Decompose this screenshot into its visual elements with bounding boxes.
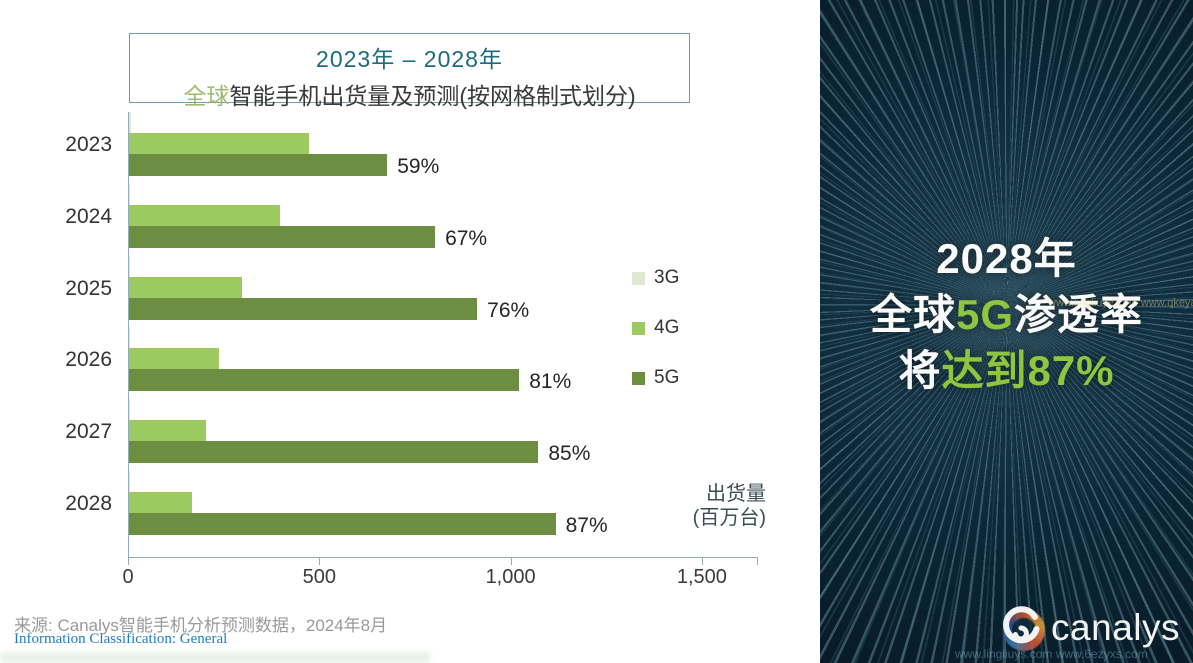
bar-label-2024: 67% [445, 226, 488, 250]
chart-title-main: 全球智能手机出货量及预测(按网格制式划分) [130, 77, 689, 111]
year-label-2025: 2025 [65, 276, 112, 300]
axis-unit-line1: 出货量 [706, 483, 766, 505]
bar-3g-2026 [129, 327, 130, 349]
bar-3g-2025 [129, 255, 130, 277]
watermark-smudge [0, 652, 430, 663]
bar-4g-2023 [129, 133, 309, 154]
bar-3g-2023 [129, 112, 131, 133]
headline-line2: 全球5G渗透率 [869, 291, 1144, 338]
x-tick-500 [319, 558, 321, 565]
bar-5g-2023 [129, 154, 388, 176]
canalys-brand: canalys [999, 606, 1180, 650]
legend-item-3g: 3G [632, 267, 680, 288]
chart-title-highlight: 全球 [183, 83, 230, 109]
legend-label-4g: 4G [654, 317, 680, 338]
bar-3g-2028 [129, 471, 130, 492]
axis-unit-label: 出货量 (百万台) [620, 482, 766, 530]
year-label-2024: 2024 [65, 204, 112, 228]
legend-label-3g: 3G [654, 267, 680, 288]
bar-4g-2025 [129, 276, 242, 298]
canalys-logo-icon [1003, 606, 1040, 644]
watermark-text-mid: www.lingliuye.com www.qkeya.com [1048, 297, 1193, 309]
chart-legend: 3G 4G 5G [632, 267, 680, 418]
legend-item-4g: 4G [632, 317, 680, 338]
year-label-2026: 2026 [65, 348, 112, 372]
bar-label-2025: 76% [487, 298, 530, 322]
legend-swatch-4g [632, 321, 645, 335]
x-tick-1500 [701, 558, 703, 565]
axis-unit-line2: (百万台) [692, 507, 766, 529]
headline-panel: 2028年 全球5G渗透率 将达到87% www.lingliuye.com w… [820, 0, 1193, 663]
chart-area: 2023年 – 2028年 全球智能手机出货量及预测(按网格制式划分) 2023… [0, 33, 766, 663]
bar-label-2026: 81% [529, 370, 572, 394]
classification-text: Information Classification: General [14, 631, 228, 647]
bar-label-2023: 59% [397, 155, 440, 178]
legend-label-5g: 5G [654, 367, 680, 388]
legend-swatch-5g [632, 371, 645, 385]
source-text: 来源: Canalys智能手机分析预测数据，2024年8月 [14, 616, 388, 635]
bar-5g-2025 [129, 297, 478, 320]
bar-4g-2026 [129, 348, 219, 370]
x-tick-1000 [510, 558, 512, 565]
x-tick-label-0: 0 [122, 566, 134, 588]
bar-4g-2027 [129, 420, 206, 442]
x-tick-label-500: 500 [302, 566, 336, 588]
y-axis-line [128, 112, 129, 557]
bar-5g-2026 [129, 369, 520, 392]
legend-swatch-3g [632, 271, 645, 285]
year-label-2023: 2023 [65, 133, 112, 156]
bar-3g-2024 [129, 183, 131, 205]
plot-area: 2023 59% 2024 67% 2025 76% 2026 81% 2027 85% 2028 8… [65, 112, 758, 588]
headline-5g-highlight: 5G [955, 291, 1015, 338]
year-label-2027: 2027 [65, 420, 112, 444]
headline-text: 2028年 全球5G渗透率 将达到87% [820, 231, 1193, 399]
bar-5g-2027 [129, 441, 539, 464]
bar-label-2028: 87% [565, 514, 608, 537]
legend-item-5g: 5G [632, 367, 680, 388]
headline-87-highlight: 达到87% [941, 347, 1115, 394]
chart-title-rest: 智能手机出货量及预测(按网格制式划分) [229, 83, 636, 109]
bar-3g-2027 [129, 399, 130, 421]
year-label-2028: 2028 [65, 492, 112, 515]
x-tick-label-1500: 1,500 [676, 566, 727, 588]
bar-label-2027: 85% [548, 442, 591, 466]
chart-title-box: 2023年 – 2028年 全球智能手机出货量及预测(按网格制式划分) [129, 33, 690, 109]
bar-4g-2028 [129, 492, 193, 513]
x-tick-end [757, 558, 758, 565]
x-tick-label-1000: 1,000 [485, 566, 536, 588]
watermark-text-bottom: www.lingliuys.com www.6ezyxs.com [955, 647, 1148, 661]
headline-line3: 将达到87% [898, 347, 1115, 394]
bar-5g-2024 [129, 225, 436, 248]
canalys-brand-name: canalys [1051, 607, 1180, 648]
bar-5g-2028 [129, 513, 556, 535]
chart-title-years: 2023年 – 2028年 [316, 46, 503, 72]
headline-line1: 2028年 [936, 235, 1077, 282]
x-axis-line [128, 557, 758, 558]
x-tick-0 [128, 558, 129, 565]
bar-4g-2024 [129, 204, 281, 226]
